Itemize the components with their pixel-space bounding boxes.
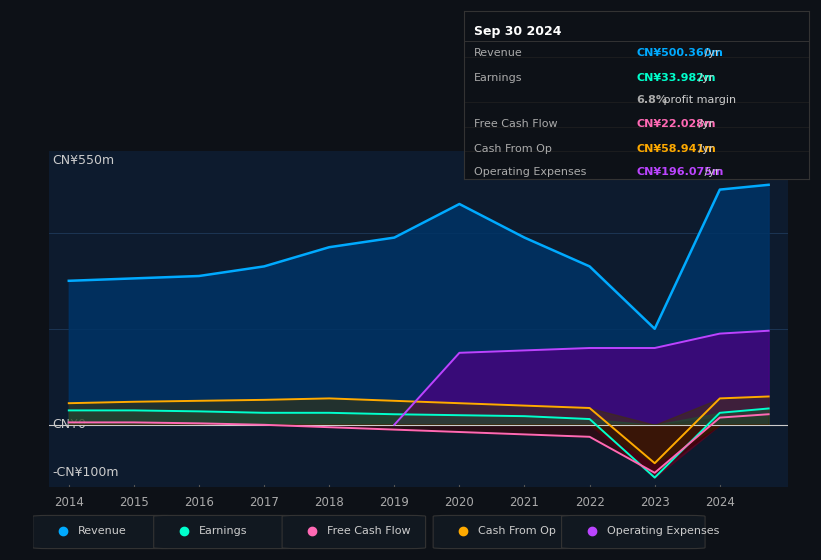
Text: CN¥58.941m: CN¥58.941m	[636, 144, 716, 154]
Text: Earnings: Earnings	[199, 526, 247, 536]
FancyBboxPatch shape	[562, 515, 705, 549]
Text: CN¥500.360m: CN¥500.360m	[636, 48, 723, 58]
Text: /yr: /yr	[701, 48, 719, 58]
Text: Free Cash Flow: Free Cash Flow	[328, 526, 411, 536]
Text: CN¥33.982m: CN¥33.982m	[636, 73, 716, 83]
Text: 2014: 2014	[54, 496, 84, 509]
Text: 2016: 2016	[184, 496, 214, 509]
Text: 2018: 2018	[314, 496, 344, 509]
FancyBboxPatch shape	[154, 515, 297, 549]
Text: CN¥550m: CN¥550m	[53, 155, 115, 167]
FancyBboxPatch shape	[282, 515, 425, 549]
Text: Revenue: Revenue	[78, 526, 127, 536]
Text: 2021: 2021	[510, 496, 539, 509]
Text: -CN¥100m: -CN¥100m	[53, 466, 119, 479]
Text: 2020: 2020	[444, 496, 475, 509]
Text: /yr: /yr	[695, 73, 713, 83]
Text: 2023: 2023	[640, 496, 670, 509]
Text: Cash From Op: Cash From Op	[475, 144, 552, 154]
FancyBboxPatch shape	[433, 515, 576, 549]
Text: /yr: /yr	[695, 119, 713, 129]
Text: Free Cash Flow: Free Cash Flow	[475, 119, 557, 129]
Text: profit margin: profit margin	[660, 95, 736, 105]
Text: 2019: 2019	[379, 496, 409, 509]
Text: CN¥0: CN¥0	[53, 418, 86, 431]
Text: Operating Expenses: Operating Expenses	[607, 526, 719, 536]
Text: CN¥22.028m: CN¥22.028m	[636, 119, 716, 129]
Text: /yr: /yr	[701, 167, 719, 178]
Text: 6.8%: 6.8%	[636, 95, 667, 105]
Text: Revenue: Revenue	[475, 48, 523, 58]
Text: /yr: /yr	[695, 144, 713, 154]
Text: Cash From Op: Cash From Op	[479, 526, 557, 536]
Text: 2015: 2015	[119, 496, 149, 509]
Text: 2022: 2022	[575, 496, 604, 509]
Text: Earnings: Earnings	[475, 73, 523, 83]
FancyBboxPatch shape	[33, 515, 177, 549]
Text: Operating Expenses: Operating Expenses	[475, 167, 586, 178]
Text: 2017: 2017	[249, 496, 279, 509]
Text: Sep 30 2024: Sep 30 2024	[475, 25, 562, 38]
Text: CN¥196.075m: CN¥196.075m	[636, 167, 723, 178]
Text: 2024: 2024	[705, 496, 735, 509]
